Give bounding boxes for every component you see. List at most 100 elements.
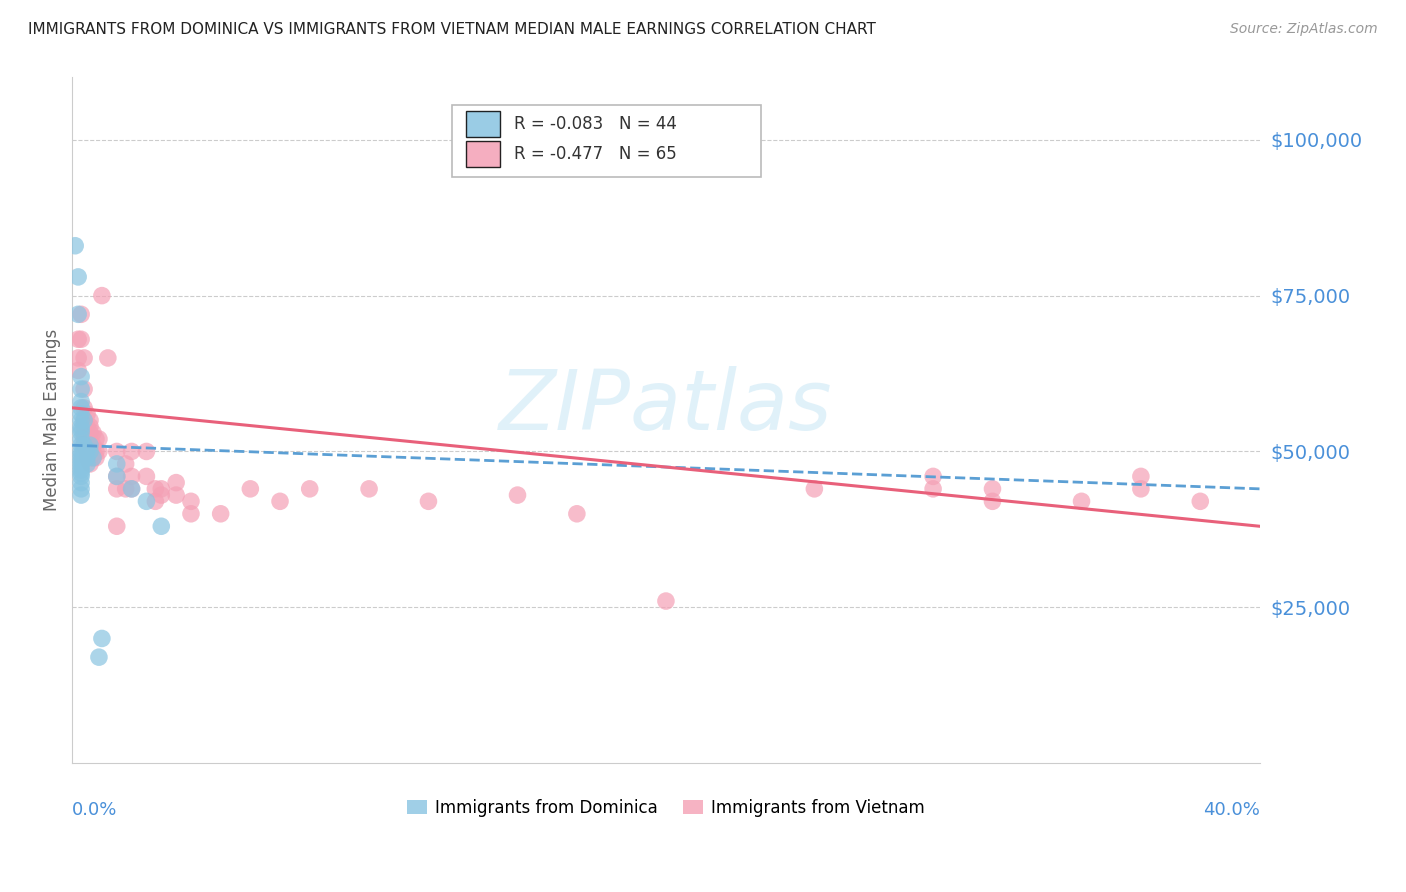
Point [70,401,93,415]
Point [70,448,93,462]
Point [165,475,187,490]
Point [135,494,157,508]
Point [73,382,96,396]
Point [84,444,107,458]
Point [70,432,93,446]
Point [73,432,96,446]
Point [922,482,945,496]
Point [67,269,90,284]
Point [565,507,588,521]
Point [114,482,136,496]
Point [143,482,166,496]
Point [76,450,98,465]
Point [298,482,321,496]
Text: ZIPatlas: ZIPatlas [499,366,832,447]
Point [73,413,96,427]
Point [67,363,90,377]
Legend: Immigrants from Dominica, Immigrants from Vietnam: Immigrants from Dominica, Immigrants fro… [401,792,932,823]
Point [79,457,101,471]
Point [70,457,93,471]
Point [70,438,93,452]
Point [150,488,173,502]
Point [79,438,101,452]
Point [79,413,101,427]
Point [135,469,157,483]
Point [76,432,98,446]
Point [73,438,96,452]
Point [82,444,104,458]
Point [73,444,96,458]
Point [150,482,173,496]
Point [70,454,93,468]
Point [70,307,93,321]
Point [70,332,93,346]
Point [70,460,93,475]
Point [70,369,93,384]
Point [84,450,107,465]
Point [79,425,101,440]
Point [63,238,86,252]
Point [79,419,101,434]
Point [269,494,291,508]
Point [1070,494,1092,508]
Point [67,307,90,321]
Point [84,432,107,446]
Point [418,494,440,508]
Point [67,332,90,346]
Point [87,432,110,446]
Point [165,488,187,502]
Point [70,488,93,502]
Point [981,494,1004,508]
Point [73,438,96,452]
Point [70,413,93,427]
Point [70,475,93,490]
Point [76,444,98,458]
Point [1129,482,1152,496]
Point [70,419,93,434]
FancyBboxPatch shape [453,105,761,177]
Point [180,507,202,521]
Point [239,482,262,496]
Point [105,469,128,483]
Point [70,463,93,477]
Point [922,469,945,483]
Text: 0.0%: 0.0% [72,801,118,819]
Point [90,288,112,302]
Point [143,494,166,508]
Point [981,482,1004,496]
Point [67,351,90,365]
FancyBboxPatch shape [467,141,499,167]
Point [209,507,232,521]
Point [135,444,157,458]
Point [70,469,93,483]
Point [70,450,93,465]
Point [73,413,96,427]
Text: R = -0.477   N = 65: R = -0.477 N = 65 [515,145,676,162]
Point [73,425,96,440]
Point [90,632,112,646]
Point [76,419,98,434]
Point [121,444,143,458]
Point [82,438,104,452]
Point [105,444,128,458]
Point [70,467,93,481]
Point [82,425,104,440]
Point [73,401,96,415]
Point [121,482,143,496]
Point [87,444,110,458]
Point [114,457,136,471]
Y-axis label: Median Male Earnings: Median Male Earnings [44,329,60,511]
Point [180,494,202,508]
Point [1129,469,1152,483]
Point [73,351,96,365]
Point [79,444,101,458]
Point [79,444,101,458]
Text: R = -0.083   N = 44: R = -0.083 N = 44 [515,115,676,133]
Point [73,419,96,434]
Point [1189,494,1212,508]
Point [79,450,101,465]
Point [70,425,93,440]
Point [70,382,93,396]
Point [150,519,173,533]
Point [105,519,128,533]
